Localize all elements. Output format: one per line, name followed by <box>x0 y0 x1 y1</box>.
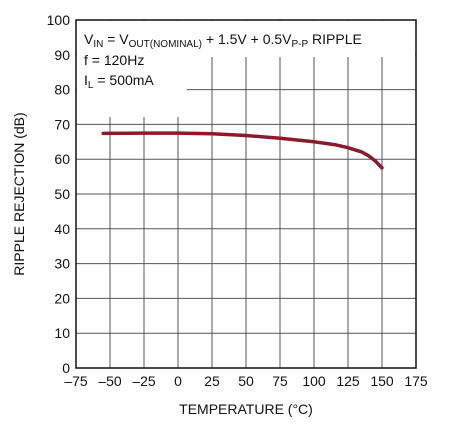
x-tick-label: 50 <box>238 373 254 389</box>
x-tick-label: –50 <box>98 373 122 389</box>
x-tick-label: 25 <box>204 373 220 389</box>
annotation-background <box>77 21 415 57</box>
annotation-plus: + 1.5V + 0.5V <box>202 31 292 47</box>
x-tick-label: –75 <box>64 373 88 389</box>
y-tick-label: 10 <box>54 325 70 341</box>
y-tick-label: 0 <box>62 360 70 376</box>
x-tick-label: 75 <box>272 373 288 389</box>
y-tick-label: 20 <box>54 290 70 306</box>
y-tick-label: 60 <box>54 151 70 167</box>
y-tick-label: 90 <box>54 47 70 63</box>
series-layer <box>101 131 384 170</box>
annotation-line-3: IL = 500mA <box>84 72 154 91</box>
annotation-line-2: f = 120Hz <box>84 52 144 68</box>
y-tick-label: 30 <box>54 256 70 272</box>
annotation-background-lower <box>77 57 187 117</box>
annotation-pp-sub: P-P <box>292 39 309 50</box>
x-tick-label: 175 <box>404 373 428 389</box>
y-tick-label: 100 <box>47 12 71 28</box>
y-tick-label: 50 <box>54 186 70 202</box>
annotation-current: = 500mA <box>93 72 154 88</box>
x-tick-label: 125 <box>336 373 360 389</box>
annotation-il-sub: L <box>88 80 94 91</box>
plot-frame <box>75 19 417 369</box>
annotation-il: I <box>84 72 88 88</box>
y-tick-label: 80 <box>54 82 70 98</box>
y-tick-label: 40 <box>54 221 70 237</box>
annotation-ripple: RIPPLE <box>308 31 362 47</box>
x-axis-label: TEMPERATURE (°C) <box>179 401 313 417</box>
annotation-vout-sub: OUT(NOMINAL) <box>129 39 202 50</box>
x-tick-label: 0 <box>174 373 182 389</box>
x-tick-label: 150 <box>370 373 394 389</box>
x-axis-ticks: –75 –50 –25 0 25 50 75 100 125 150 175 <box>64 373 428 389</box>
y-tick-label: 70 <box>54 116 70 132</box>
annotation-vin-sub: IN <box>93 39 103 50</box>
y-axis-label: RIPPLE REJECTION (dB) <box>11 112 27 275</box>
conditions-annotation: VIN = VOUT(NOMINAL) + 1.5V + 0.5VP-P RIP… <box>77 21 415 117</box>
y-axis-ticks: 0 10 20 30 40 50 60 70 80 90 100 <box>47 12 71 376</box>
annotation-line-1: VIN = VOUT(NOMINAL) + 1.5V + 0.5VP-P RIP… <box>84 31 362 50</box>
annotation-eq-vout: = V <box>103 31 129 47</box>
x-tick-label: –25 <box>132 373 156 389</box>
x-tick-label: 100 <box>302 373 326 389</box>
annotation-vin: V <box>84 31 94 47</box>
series-line-ripple-rejection <box>101 131 384 170</box>
